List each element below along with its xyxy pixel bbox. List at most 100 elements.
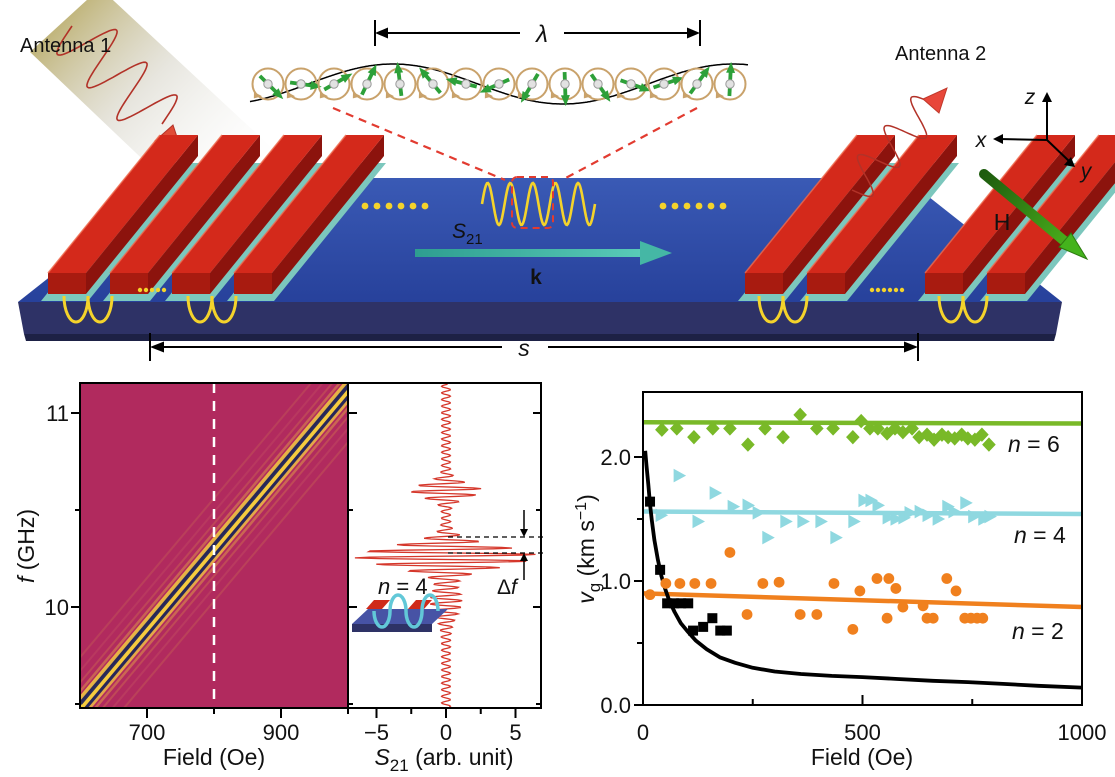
heatmap-panel: Field (Oe) f (GHz)	[13, 382, 349, 770]
scatter-point	[961, 431, 975, 446]
scatter-point	[797, 514, 810, 529]
ellipsis-dot	[149, 287, 155, 293]
zoom-callout-line-right	[561, 107, 698, 181]
scatter-point	[941, 573, 953, 584]
scatter-point	[871, 421, 885, 436]
mode-inset	[352, 593, 448, 632]
scatter-point	[826, 421, 840, 436]
tick-label: 700	[129, 720, 166, 745]
scatter-point	[854, 585, 866, 597]
spin-arrowhead-icon	[445, 77, 458, 87]
scatter-point	[848, 514, 861, 529]
scatter-point	[688, 625, 699, 636]
series-n4-label: n = 4	[1014, 522, 1066, 548]
lambda-label: λ	[534, 21, 548, 48]
scatter-point	[742, 498, 756, 513]
scatter-point	[927, 432, 941, 447]
precession-direction-icon	[352, 92, 362, 99]
spin-precession-circle	[449, 67, 483, 101]
axis-ticks: 700 900 10 11 −5 0 5 0 500 1000 0.0 1.0 2.0	[45, 401, 1107, 745]
scatter-point	[975, 427, 989, 442]
band-stripe	[80, 383, 348, 700]
antenna-bar-front	[48, 273, 86, 294]
scatter-point	[776, 429, 790, 445]
scatter-point	[673, 468, 687, 483]
spin-precession-circle	[614, 67, 648, 101]
z-axis-label: z	[1024, 86, 1036, 109]
rf-output-wave-path	[851, 95, 933, 198]
spin-arrowhead-icon	[560, 95, 570, 107]
scatter-point	[706, 421, 720, 436]
delta-f-arrowhead-icon	[520, 529, 528, 537]
scatter-point	[968, 509, 981, 524]
scatter-point	[676, 598, 687, 609]
spin-sphere	[329, 79, 339, 89]
rf-output-arrowhead-icon	[922, 87, 948, 114]
ellipsis-dot	[683, 202, 691, 210]
substrate-bottom-edge	[24, 334, 1056, 341]
scatter-point	[669, 598, 680, 609]
inset-standing-wave	[372, 593, 440, 629]
ellipsis-dot	[421, 202, 429, 210]
antenna-bar-top	[807, 135, 957, 273]
spin-arrowhead-icon	[600, 90, 611, 102]
precession-direction-icon	[319, 92, 329, 99]
h-field-label: H	[994, 209, 1011, 235]
precession-direction-icon	[649, 92, 659, 99]
spin-sphere	[461, 79, 471, 89]
microwave-loop	[937, 295, 989, 324]
tick-label: −5	[364, 720, 389, 745]
scatter-point	[724, 547, 736, 558]
scatter-point	[762, 530, 775, 545]
s21-xlabel: S21 (arb. unit)	[374, 744, 513, 775]
ellipsis-dot	[893, 287, 899, 293]
antenna-bar	[227, 134, 386, 301]
scatter-point	[692, 514, 705, 529]
ellipsis-dot	[695, 202, 703, 210]
band-stripe	[101, 416, 348, 708]
spin-sphere	[395, 79, 405, 89]
precession-direction-icon	[253, 92, 263, 99]
scatter-point	[715, 625, 726, 636]
ellipsis-dot	[875, 287, 881, 293]
scatter-point	[846, 429, 860, 445]
ellipsis-dot	[659, 202, 667, 210]
theory-curve	[643, 450, 1083, 690]
x-axis-label: x	[975, 129, 988, 152]
tick-label: 2.0	[600, 445, 631, 470]
lambda-arrowhead-icon	[687, 27, 700, 39]
zoom-callout-line-left	[332, 106, 506, 182]
scatter-point	[890, 583, 902, 594]
h-field-arrow	[979, 169, 1073, 249]
scatter-point	[670, 421, 684, 436]
ellipsis-dot	[397, 202, 405, 210]
rf-output-wave	[851, 95, 933, 198]
zoom-callout-box	[511, 176, 554, 229]
y-axis-arrowhead-icon	[1064, 157, 1075, 167]
inset-antenna	[366, 600, 390, 609]
ellipsis-dot	[409, 202, 417, 210]
tick-label: 500	[844, 720, 881, 745]
precession-direction-icon	[418, 92, 428, 99]
scatter-point	[707, 613, 718, 624]
antenna-bar	[165, 134, 324, 301]
s21-transmission-label: S21	[452, 220, 483, 248]
tick-label: 11	[46, 401, 69, 426]
inset-antenna	[408, 600, 432, 609]
spin-precession-circle	[515, 67, 549, 101]
spin-precession-circle	[251, 67, 285, 101]
scatter-point	[698, 621, 709, 632]
antenna-bar-front	[172, 273, 210, 294]
antenna-bar-highlight	[924, 134, 1038, 274]
scatter-point	[752, 506, 766, 520]
spin-sphere	[263, 79, 273, 89]
delta-f-annotation: Δf	[448, 510, 546, 599]
scatter-point	[723, 421, 737, 436]
spin-precession-circle	[647, 67, 681, 101]
fit-line	[642, 591, 1083, 610]
s21-trace-path	[354, 383, 536, 708]
mode-n4-label: n = 4	[378, 574, 428, 599]
microwave-fields	[62, 202, 989, 324]
spin-sphere	[725, 79, 735, 89]
spin-wave-packet	[480, 181, 597, 227]
